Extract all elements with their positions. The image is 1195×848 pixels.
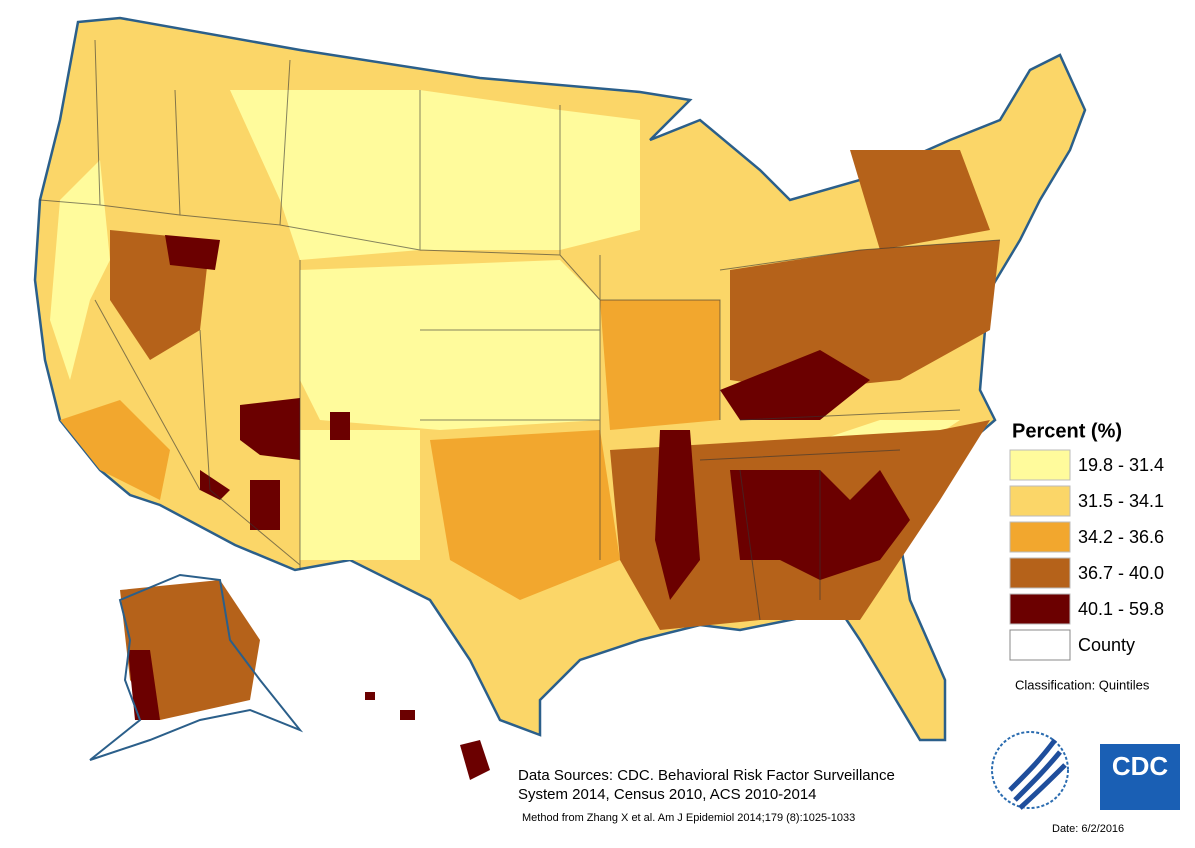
cdc-logo: CDC [1100, 744, 1180, 810]
map [33, 16, 1087, 780]
logo-text: CDC [1112, 751, 1169, 781]
hhs-logo [991, 731, 1069, 810]
legend-label: 19.8 - 31.4 [1078, 455, 1164, 475]
legend-label: 34.2 - 36.6 [1078, 527, 1164, 547]
legend-label: 40.1 - 59.8 [1078, 599, 1164, 619]
legend-label: County [1078, 635, 1135, 655]
state-borders [39, 39, 1001, 621]
legend-swatch [1009, 557, 1071, 589]
legend-swatch [1009, 521, 1071, 553]
legend-swatch [1009, 629, 1071, 661]
alaska-outline [89, 573, 304, 761]
legend: Percent (%) 19.8 - 31.4 31.5 - 34.1 34.2 -… [1009, 420, 1164, 692]
legend-label: 31.5 - 34.1 [1078, 491, 1164, 511]
date: Date: 6/2/2016 [1052, 823, 1124, 835]
source-line: Data Sources: CDC. Behavioral Risk Facto… [518, 767, 895, 784]
source-line: System 2014, Census 2010, ACS 2010-2014 [518, 786, 817, 803]
classification: Classification: Quintiles [1015, 677, 1150, 692]
legend-swatch [1009, 485, 1071, 517]
legend-swatch [1009, 593, 1071, 625]
legend-title: Percent (%) [1012, 420, 1122, 442]
legend-label: 36.7 - 40.0 [1078, 563, 1164, 583]
method-note: Method from Zhang X et al. Am J Epidemio… [522, 812, 855, 824]
legend-swatch [1009, 449, 1071, 481]
